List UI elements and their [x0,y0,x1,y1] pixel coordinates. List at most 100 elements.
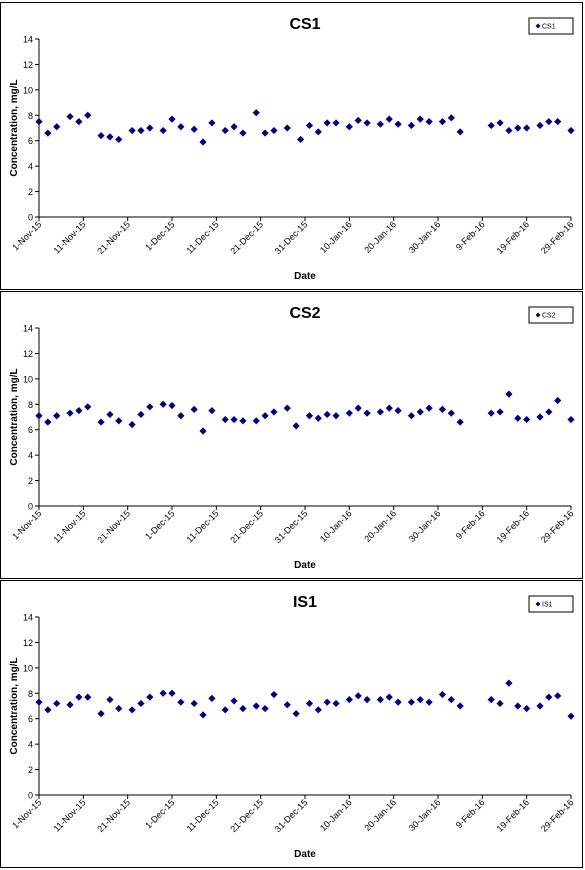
y-tick-label: 0 [28,791,33,801]
chart-title: CS2 [289,305,320,322]
data-point [554,118,562,126]
data-point [292,422,300,430]
data-point [567,415,575,424]
y-tick-label: 12 [23,349,33,359]
data-point [230,415,238,424]
x-tick-label: 1-Nov-15 [10,797,43,830]
data-point [97,132,105,140]
x-tick-label: 29-Feb-16 [539,219,575,255]
data-point [496,119,504,127]
x-tick-label: 11-Dec-15 [184,797,220,833]
data-point [363,119,371,127]
x-tick-label: 19-Feb-16 [495,219,531,255]
data-point [536,121,544,130]
data-point [177,698,185,706]
y-tick-label: 0 [28,502,33,512]
chart-svg: CS2 0 2 4 6 8 10 12 14 1-Nov-15 11-Nov-15 21-Nov-15… [9,305,575,571]
data-point [407,698,415,706]
data-point [505,679,513,687]
legend-box [528,17,574,35]
data-point [199,138,207,146]
legend: CS2 [528,306,574,324]
x-tick-label: 9-Feb-16 [454,219,487,252]
data-point [554,692,562,700]
x-tick-label: 21-Nov-15 [95,219,132,256]
data-point [230,697,238,705]
x-tick-label: 29-Feb-16 [539,797,575,833]
chart-panel-cs2: CS2 0 2 4 6 8 10 12 14 1-Nov-15 11-Nov-15 21-Nov-15… [0,291,583,579]
data-point [332,119,340,127]
y-tick-label: 12 [23,638,33,648]
y-tick-label: 2 [28,765,33,775]
legend-marker [535,23,541,29]
y-tick-label: 12 [23,60,33,70]
data-point [514,124,522,132]
data-point [75,693,83,701]
y-axis-label: Concentration, mg/L [9,79,20,176]
x-tick-label: 10-Jan-16 [318,219,354,255]
data-point [363,409,371,417]
data-point [239,129,247,137]
data-point [354,404,362,412]
data-point [523,704,531,713]
data-point [416,696,424,704]
data-point [345,123,353,131]
x-tick-label: 9-Feb-16 [454,508,487,541]
y-tick-label: 0 [28,213,33,223]
legend-label: IS1 [542,602,553,609]
data-point [514,702,522,710]
data-point [376,120,384,128]
x-axis-label: Date [294,849,316,860]
data-point [567,126,575,135]
data-point [363,696,371,704]
data-point [190,699,198,708]
data-point [168,115,176,123]
data-point [221,706,229,714]
data-point [270,690,278,699]
x-tick-label: 1-Dec-15 [143,797,176,830]
data-point [536,702,544,710]
data-point [261,704,269,713]
data-point [239,704,247,713]
data-point [523,415,531,424]
data-point [35,412,43,420]
data-point [407,412,415,420]
x-tick-label: 20-Jan-16 [362,797,398,833]
data-point [128,421,136,429]
data-point [545,693,553,701]
data-point [199,711,207,719]
x-tick-label: 30-Jan-16 [407,219,443,255]
x-tick-label: 9-Feb-16 [454,797,487,830]
y-tick-label: 8 [28,111,33,121]
data-point [208,407,216,415]
data-point [323,119,331,127]
y-tick-label: 2 [28,476,33,486]
data-point [115,417,123,425]
data-point [159,126,167,135]
y-tick-label: 10 [23,663,33,673]
y-tick-label: 4 [28,451,33,461]
x-tick-label: 31-Dec-15 [273,219,310,256]
data-point [137,410,145,419]
data-point [177,123,185,131]
x-tick-label: 21-Nov-15 [95,508,132,545]
y-tick-label: 6 [28,136,33,146]
data-point [190,405,198,413]
data-point [332,412,340,420]
y-tick-label: 8 [28,689,33,699]
data-point [177,412,185,420]
y-tick-label: 10 [23,85,33,95]
x-tick-label: 11-Nov-15 [51,219,87,255]
data-point [305,121,314,130]
data-point [305,699,314,708]
data-point [35,698,43,706]
data-point [66,112,74,121]
data-point [44,706,52,714]
legend-box [528,306,574,324]
x-tick-label: 11-Nov-15 [51,508,87,544]
data-point [168,401,176,410]
data-point [53,412,61,420]
data-point [208,119,216,127]
data-point [283,404,291,412]
y-axis-label: Concentration, mg/L [9,368,20,465]
